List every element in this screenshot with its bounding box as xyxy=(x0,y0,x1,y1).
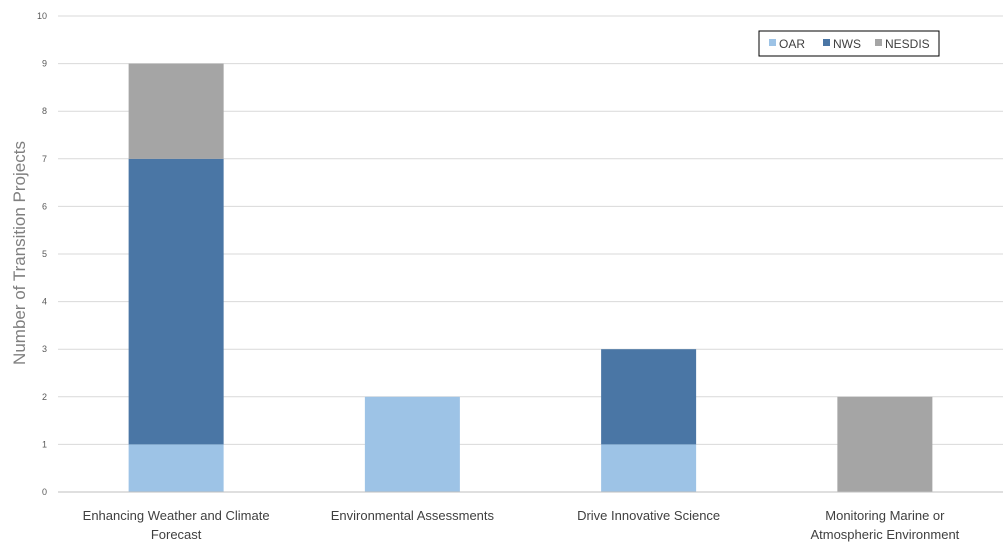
legend-swatch xyxy=(875,39,882,46)
y-tick-label: 3 xyxy=(42,344,47,354)
bar-segment-oar xyxy=(128,444,224,492)
bar-segment-oar xyxy=(601,444,697,492)
bar-segment-nesdis xyxy=(837,396,933,492)
y-tick-label: 7 xyxy=(42,154,47,164)
bar-segment-nws xyxy=(601,349,697,445)
legend-label: OAR xyxy=(779,37,805,51)
legend-swatch xyxy=(769,39,776,46)
y-tick-label: 4 xyxy=(42,297,47,307)
bar-segment-nesdis xyxy=(128,63,224,159)
x-tick-label: Enhancing Weather and Climate Forecast xyxy=(83,508,270,542)
y-axis-ticks: 0 1 2 3 4 5 6 7 8 9 10 xyxy=(37,11,47,497)
y-tick-label: 9 xyxy=(42,59,47,69)
y-tick-label: 8 xyxy=(42,106,47,116)
legend-label: NESDIS xyxy=(885,37,930,51)
bar-segment-nws xyxy=(128,158,224,445)
legend: OAR NWS NESDIS xyxy=(758,30,940,57)
x-tick-label: Drive Innovative Science xyxy=(577,508,720,523)
bars xyxy=(128,63,933,492)
legend-swatch xyxy=(823,39,830,46)
y-tick-label: 6 xyxy=(42,201,47,211)
y-tick-label: 2 xyxy=(42,392,47,402)
legend-box xyxy=(758,30,940,57)
y-tick-label: 10 xyxy=(37,11,47,21)
y-tick-label: 0 xyxy=(42,487,47,497)
bar-segment-oar xyxy=(364,396,460,492)
y-axis-label: Number of Transition Projects xyxy=(10,141,29,365)
x-axis-ticks: Enhancing Weather and Climate Forecast Env… xyxy=(83,508,960,542)
y-tick-label: 1 xyxy=(42,439,47,449)
legend-label: NWS xyxy=(833,37,861,51)
y-tick-label: 5 xyxy=(42,249,47,259)
x-tick-label: Monitoring Marine or Atmospheric Environm… xyxy=(810,508,959,542)
x-tick-label: Environmental Assessments xyxy=(331,508,495,523)
